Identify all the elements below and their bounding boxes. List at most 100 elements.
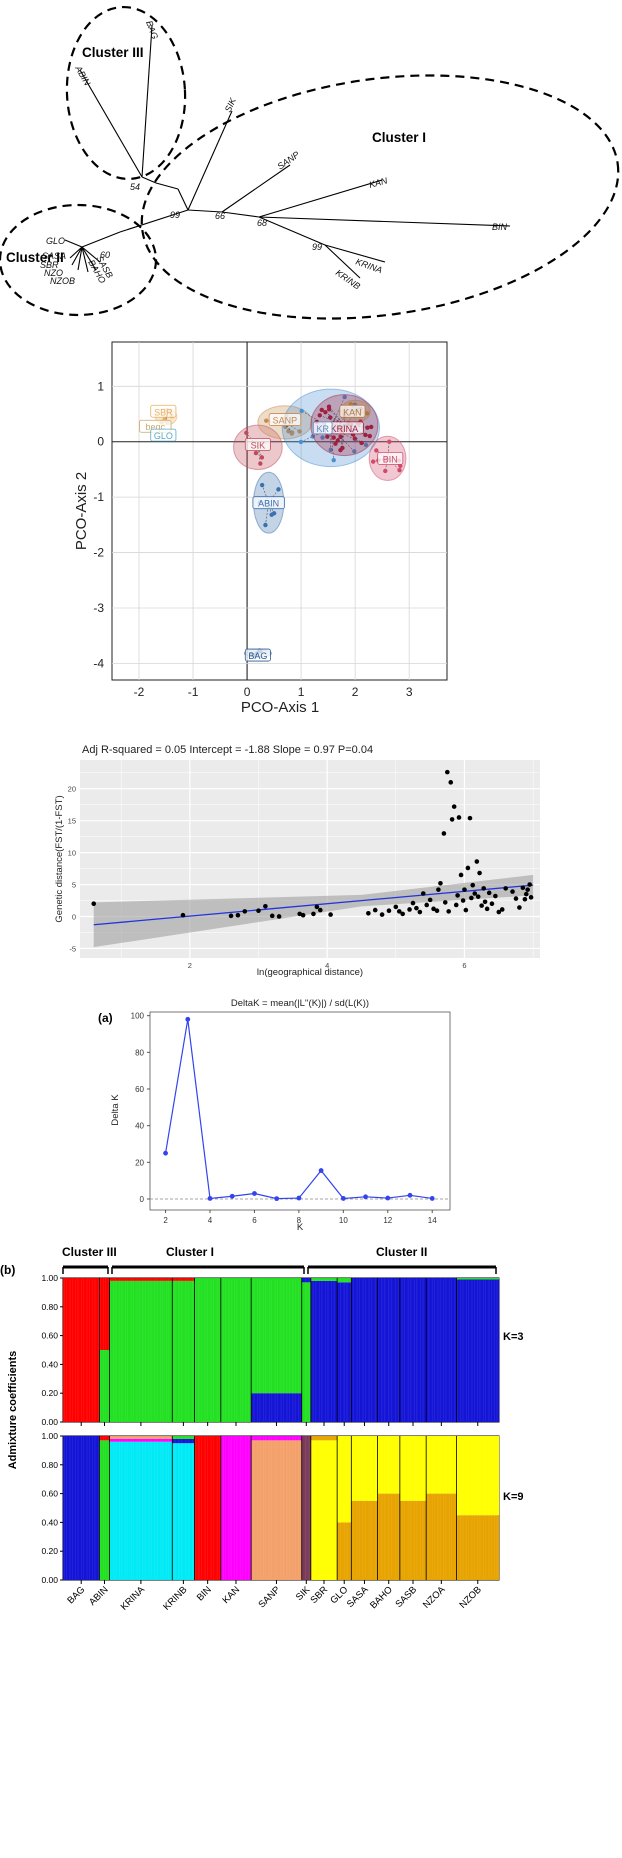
structure-bar-segment — [300, 1440, 302, 1580]
structure-bar-segment — [219, 1436, 221, 1580]
structure-bar-segment — [151, 1280, 154, 1422]
structure-bar-segment — [138, 1438, 140, 1442]
structure-bar-segment — [99, 1350, 101, 1422]
structure-bar-segment — [64, 1436, 66, 1580]
structure-bar-segment — [110, 1280, 113, 1422]
structure-y-tick-label: 0.40 — [41, 1517, 58, 1527]
pco-point — [363, 442, 369, 448]
structure-bar-segment — [449, 1436, 451, 1494]
pco-group-label-box — [150, 404, 177, 418]
structure-bar-segment — [376, 1436, 378, 1501]
structure-bar-segment — [322, 1440, 325, 1580]
structure-bar-segment — [389, 1278, 391, 1422]
structure-bar-segment — [162, 1441, 164, 1580]
structure-bar-segment — [478, 1436, 480, 1516]
structure-bar-segment — [496, 1278, 498, 1280]
structure-bar-segment — [472, 1436, 474, 1516]
deltak-y-tick-label: 80 — [135, 1048, 144, 1057]
structure-bar-segment — [341, 1522, 344, 1580]
structure-bar-segment — [422, 1278, 424, 1422]
structure-bar-segment — [186, 1438, 188, 1444]
ibd-point — [496, 909, 502, 915]
structure-bar-segment — [134, 1436, 137, 1439]
structure-bar-segment — [319, 1278, 321, 1281]
structure-pop-label: ABIN — [87, 1584, 111, 1608]
ibd-point — [431, 906, 436, 912]
structure-bar-segment — [314, 1436, 316, 1441]
structure-bar-segment — [210, 1278, 212, 1422]
structure-bar-segment — [429, 1493, 432, 1580]
structure-bar-segment — [228, 1436, 230, 1580]
structure-pop-label: KRINB — [161, 1584, 189, 1612]
structure-bar-segment — [401, 1278, 403, 1422]
structure-bar-segment — [473, 1436, 475, 1516]
ibd-point — [482, 899, 488, 905]
pco-group-label: BAG — [248, 651, 267, 661]
cluster-ii-label: Cluster II — [6, 250, 64, 265]
structure-bar-segment — [83, 1278, 86, 1422]
structure-bar-segment — [239, 1436, 241, 1580]
structure-bar-segment — [482, 1278, 484, 1280]
structure-bar-segment — [189, 1280, 192, 1422]
deltak-plot-frame — [149, 1011, 451, 1211]
structure-bar-segment — [312, 1278, 314, 1281]
structure-bar-segment — [351, 1278, 353, 1422]
structure-bar-segment — [111, 1278, 114, 1281]
ibd-point — [523, 891, 529, 897]
structure-bar-segment — [255, 1436, 258, 1441]
structure-bar-segment — [308, 1278, 310, 1283]
structure-bar-segment — [350, 1282, 352, 1422]
structure-bar-segment — [443, 1278, 445, 1422]
pco-x-tick-label: 1 — [298, 685, 305, 699]
pco-group-label-box — [377, 451, 404, 465]
structure-bar-segment — [405, 1500, 408, 1580]
structure-bar-segment — [299, 1393, 301, 1422]
ibd-point — [256, 908, 261, 914]
structure-bar-segment — [371, 1278, 373, 1422]
structure-bar-segment — [152, 1436, 155, 1439]
structure-bar-segment — [286, 1393, 288, 1422]
structure-bar-segment — [114, 1278, 116, 1281]
structure-bar-segment — [109, 1438, 111, 1442]
structure-bar-segment — [337, 1278, 339, 1283]
structure-bar-segment — [473, 1279, 475, 1422]
structure-bar-segment — [320, 1440, 322, 1580]
structure-bar-segment — [328, 1436, 331, 1441]
structure-bar-segment — [334, 1436, 337, 1441]
structure-bar-segment — [188, 1278, 190, 1281]
structure-bar-segment — [474, 1278, 477, 1280]
structure-bar-segment — [181, 1436, 183, 1439]
structure-bar-segment — [433, 1493, 435, 1580]
structure-bar-segment — [385, 1493, 388, 1580]
structure-y-tick-label: 0.40 — [41, 1359, 58, 1369]
structure-bar-segment — [456, 1436, 458, 1516]
structure-bar-segment — [388, 1436, 390, 1494]
structure-bar-segment — [379, 1493, 382, 1580]
structure-bar-segment — [180, 1436, 182, 1439]
structure-bar-segment — [187, 1436, 189, 1439]
structure-bar-segment — [437, 1278, 439, 1422]
structure-bar-segment — [288, 1278, 290, 1394]
structure-bar-segment — [458, 1436, 461, 1516]
structure-bar-segment — [163, 1278, 166, 1281]
structure-bar-segment — [486, 1279, 489, 1422]
structure-bar-segment — [163, 1436, 166, 1439]
structure-bar-segment — [154, 1280, 156, 1422]
structure-bar-segment — [304, 1278, 306, 1283]
structure-bar-segment — [218, 1436, 220, 1580]
cluster-iii-ellipse — [65, 5, 187, 181]
structure-bar-segment — [199, 1436, 201, 1580]
structure-bar-segment — [134, 1438, 137, 1442]
structure-bar-segment — [263, 1278, 265, 1394]
pco-group-label-box — [339, 404, 366, 418]
structure-bar-segment — [451, 1436, 454, 1494]
structure-bar-segment — [113, 1438, 115, 1442]
structure-pop-label: NZOA — [421, 1584, 448, 1611]
structure-bar-segment — [99, 1278, 101, 1350]
ibd-point — [451, 804, 457, 809]
pco-point — [328, 447, 333, 453]
structure-bar-segment — [188, 1443, 190, 1580]
ibd-point — [486, 890, 492, 896]
structure-bar-segment — [445, 1278, 447, 1422]
structure-bar-segment — [100, 1278, 103, 1350]
